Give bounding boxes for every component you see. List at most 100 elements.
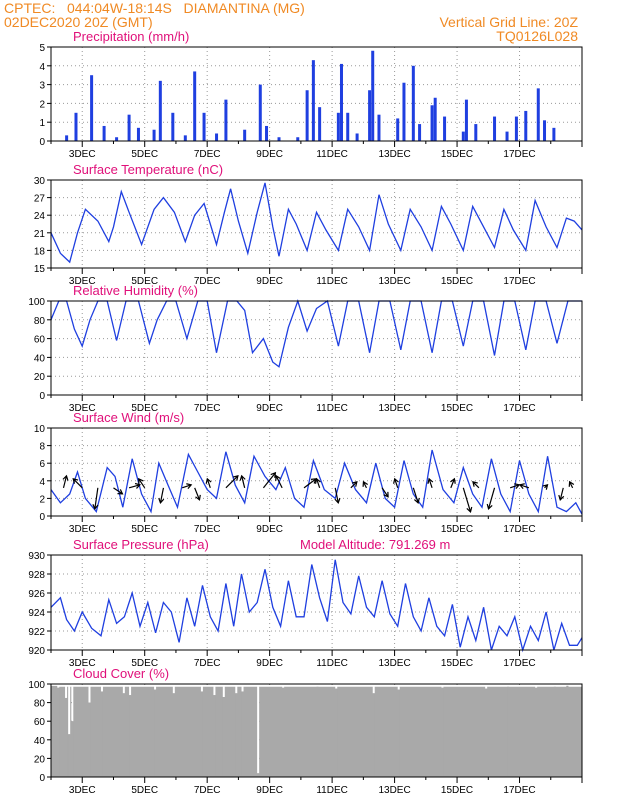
cloud-bar <box>172 693 175 777</box>
pressure-ytick-label: 930 <box>28 551 45 562</box>
wind-vector <box>428 478 433 489</box>
wind-vector <box>350 481 358 489</box>
precip-xtick-label: 5DEC <box>131 149 158 160</box>
humidity-title: Relative Humidity (%) <box>73 283 198 298</box>
temp-ytick-label: 15 <box>34 264 46 275</box>
pressure-xtick-label: 5DEC <box>131 658 158 669</box>
wind-vector-head <box>466 506 473 513</box>
header-station: CPTEC: 044:04W-18:14S DIAMANTINA (MG) <box>4 0 305 16</box>
wind-frame <box>50 427 583 517</box>
wind-vector-head <box>472 481 478 487</box>
cloud-ytick-label: 80 <box>34 699 46 710</box>
cloud-ytick-label: 40 <box>34 736 46 747</box>
pressure-line <box>50 559 583 653</box>
wind-line <box>50 449 583 515</box>
precip-bar <box>183 135 187 141</box>
precip-bar <box>430 105 434 141</box>
cloud-bar <box>235 693 238 777</box>
precip-bar <box>171 112 175 141</box>
pressure-ytick-label: 920 <box>28 646 45 657</box>
wind-vector <box>275 475 283 489</box>
precip-ytick-label: 2 <box>39 99 45 110</box>
precip-bar <box>296 137 300 141</box>
wind-vector <box>128 484 141 489</box>
humidity-ytick-label: 60 <box>34 335 46 346</box>
precip-bar <box>224 99 228 141</box>
wind-vector <box>241 475 246 488</box>
humidity-xtick-label: 11DEC <box>316 403 348 414</box>
temp-panel: 15 18 21 24 27 30 3DEC 5DEC 7DEC 9DEC 11DEC 13DEC 15… <box>34 162 583 287</box>
humidity-xtick-label: 17DEC <box>503 403 535 414</box>
wind-vector <box>159 487 165 503</box>
wind-vector <box>206 478 211 489</box>
wind-vector-head <box>486 503 493 510</box>
temp-ytick-label: 18 <box>34 246 46 257</box>
precip-xtick-label: 17DEC <box>503 149 535 160</box>
precip-bar <box>536 88 540 141</box>
cloud-ytick-label: 0 <box>39 773 45 784</box>
wind-vector <box>181 484 192 489</box>
precip-xtick-label: 3DEC <box>69 149 96 160</box>
wind-vector-head <box>568 480 575 487</box>
precip-bar <box>402 82 406 141</box>
precip-bar <box>152 129 156 141</box>
precip-bar <box>552 127 556 141</box>
temp-xtick-label: 9DEC <box>256 276 283 287</box>
cloud-bar <box>57 687 60 777</box>
precip-xtick-label: 15DEC <box>441 149 473 160</box>
wind-xtick-label: 15DEC <box>441 524 473 535</box>
humidity-xtick-label: 13DEC <box>378 403 410 414</box>
precip-bar <box>371 50 375 142</box>
precip-bar <box>443 116 447 141</box>
pressure-xtick-label: 7DEC <box>194 658 221 669</box>
pressure-xtick-label: 9DEC <box>256 658 283 669</box>
wind-xtick-label: 7DEC <box>194 524 221 535</box>
humidity-ytick-label: 100 <box>28 297 45 308</box>
pressure-frame <box>50 554 583 651</box>
wind-vector-head <box>542 484 549 490</box>
wind-vector <box>262 472 276 489</box>
wind-vector-head <box>138 477 144 484</box>
cloud-bar <box>222 697 225 777</box>
wind-ytick-label: 8 <box>39 442 45 453</box>
precip-panel: 0 1 2 3 4 5 3DEC 5DEC 7DEC 9DEC 11DEC 13DEC 15DEC 17D… <box>39 29 583 160</box>
precip-bar <box>243 129 247 141</box>
humidity-xtick-label: 9DEC <box>256 403 283 414</box>
temp-frame <box>50 179 583 269</box>
precip-bar <box>505 131 509 141</box>
wind-vector <box>487 487 496 510</box>
wind-vector-head <box>232 475 239 481</box>
cloud-panel: 0 20 40 60 80 100 3DEC 5DEC 7DEC 9DEC 11DEC 13DEC 15… <box>28 666 583 796</box>
cloud-bar <box>71 721 74 777</box>
cloud-ytick-label: 100 <box>28 680 45 691</box>
wind-vector-head <box>158 497 165 504</box>
precip-bar <box>202 112 206 141</box>
precip-bar <box>346 112 350 141</box>
cloud-bar <box>372 693 375 777</box>
wind-vector-head <box>427 477 434 484</box>
precip-bar <box>377 114 381 141</box>
temp-ytick-label: 27 <box>34 194 46 205</box>
temp-xtick-label: 3DEC <box>69 276 96 287</box>
wind-vector <box>394 478 399 489</box>
precip-bar <box>474 124 478 141</box>
wind-ytick-label: 0 <box>39 512 45 523</box>
cloud-bar <box>100 691 103 777</box>
precip-bar <box>418 124 422 141</box>
temp-xtick-label: 13DEC <box>378 276 410 287</box>
precip-bar <box>74 112 78 141</box>
pressure-xtick-label: 15DEC <box>441 658 473 669</box>
wind-ytick-label: 6 <box>39 459 45 470</box>
wind-xtick-label: 13DEC <box>378 524 410 535</box>
cloud-bar <box>397 689 400 777</box>
wind-vector-head <box>393 477 399 484</box>
cloud-ytick-label: 60 <box>34 717 46 728</box>
wind-vector <box>509 484 520 489</box>
pressure-xtick-label: 17DEC <box>503 658 535 669</box>
precip-bar <box>127 114 131 141</box>
wind-vector-head <box>314 477 321 484</box>
precip-bar <box>193 71 197 141</box>
precip-ytick-label: 5 <box>39 43 45 54</box>
wind-vector-head <box>518 483 525 490</box>
